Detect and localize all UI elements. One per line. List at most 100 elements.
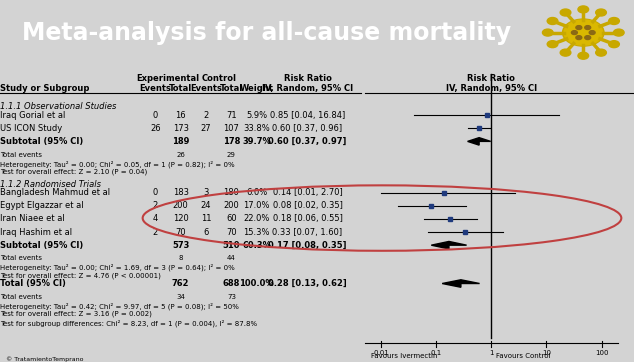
Text: Test for overall effect: Z = 3.16 (P = 0.002): Test for overall effect: Z = 3.16 (P = 0… [0,311,152,317]
Text: 120: 120 [173,215,188,223]
Text: 0.60 [0.37, 0.97]: 0.60 [0.37, 0.97] [268,137,347,146]
Text: 70: 70 [176,228,186,237]
Text: 39.7%: 39.7% [242,137,271,146]
Text: 60: 60 [226,215,236,223]
Polygon shape [431,241,467,249]
Text: Iran Niaee et al: Iran Niaee et al [0,215,65,223]
Text: Iraq Hashim et al: Iraq Hashim et al [0,228,72,237]
Text: Total: Total [169,84,192,93]
Text: 17.0%: 17.0% [243,201,270,210]
Text: Meta-analysis for all-cause mortality: Meta-analysis for all-cause mortality [22,21,511,45]
Text: 70: 70 [226,228,236,237]
Circle shape [585,26,591,29]
Text: 1.1.1 Observational Studies: 1.1.1 Observational Studies [0,102,117,111]
Circle shape [596,49,606,56]
Circle shape [562,19,604,46]
Circle shape [564,20,602,45]
Text: IV, Random, 95% CI: IV, Random, 95% CI [446,84,537,93]
Text: 183: 183 [172,188,189,197]
Text: 44: 44 [227,256,236,261]
Text: Subtotal (95% CI): Subtotal (95% CI) [0,241,83,250]
Text: 34: 34 [176,294,185,300]
Text: Study or Subgroup: Study or Subgroup [0,84,89,93]
Text: Heterogeneity: Tau² = 0.42; Chi² = 9.97, df = 5 (P = 0.08); I² = 50%: Heterogeneity: Tau² = 0.42; Chi² = 9.97,… [0,302,239,310]
Circle shape [560,9,571,16]
Text: Subtotal (95% CI): Subtotal (95% CI) [0,137,83,146]
Text: 173: 173 [172,124,189,133]
Text: Events: Events [190,84,222,93]
Text: 0.18 [0.06, 0.55]: 0.18 [0.06, 0.55] [273,215,342,223]
Text: 0.33 [0.07, 1.60]: 0.33 [0.07, 1.60] [273,228,342,237]
Text: 0.14 [0.01, 2.70]: 0.14 [0.01, 2.70] [273,188,342,197]
Text: 60.3%: 60.3% [242,241,271,250]
Text: 11: 11 [201,215,211,223]
Text: Total events: Total events [0,294,42,300]
Circle shape [571,31,578,34]
Text: 100: 100 [595,350,608,356]
Text: Risk Ratio: Risk Ratio [467,74,515,83]
Text: Favours Ivermectin: Favours Ivermectin [371,353,437,359]
Text: Total events: Total events [0,152,42,158]
Text: 1.1.2 Randomised Trials: 1.1.2 Randomised Trials [0,180,101,189]
Circle shape [547,17,558,25]
Text: Control: Control [201,74,236,83]
Text: 0.60 [0.37, 0.96]: 0.60 [0.37, 0.96] [273,124,342,133]
Text: Test for overall effect: Z = 2.10 (P = 0.04): Test for overall effect: Z = 2.10 (P = 0… [0,168,147,175]
Text: 26: 26 [176,152,185,158]
Text: 10: 10 [542,350,551,356]
Text: 107: 107 [223,124,240,133]
Text: 29: 29 [227,152,236,158]
Text: 0.08 [0.02, 0.35]: 0.08 [0.02, 0.35] [273,201,342,210]
Text: 6.0%: 6.0% [246,188,268,197]
Circle shape [609,17,619,25]
Text: IV, Random, 95% CI: IV, Random, 95% CI [262,84,353,93]
Text: Total: Total [220,84,243,93]
Text: 15.3%: 15.3% [243,228,270,237]
Circle shape [576,26,582,29]
Text: 2: 2 [153,228,158,237]
Text: 5.9%: 5.9% [246,111,268,120]
Text: Bangladesh Mahmud et al: Bangladesh Mahmud et al [0,188,110,197]
Text: Risk Ratio: Risk Ratio [283,74,332,83]
Text: © TratamientoTemprano: © TratamientoTemprano [6,356,84,362]
Circle shape [560,49,571,56]
Text: 510: 510 [223,241,240,250]
Text: 0.28 [0.13, 0.62]: 0.28 [0.13, 0.62] [268,279,347,288]
Text: 0: 0 [153,188,158,197]
Circle shape [614,29,624,36]
Circle shape [578,6,588,13]
Text: Total events: Total events [0,256,42,261]
Text: 16: 16 [176,111,186,120]
Polygon shape [442,280,479,287]
Circle shape [585,36,591,39]
Text: Events: Events [139,84,171,93]
Circle shape [596,9,606,16]
Text: 0.1: 0.1 [430,350,442,356]
Circle shape [609,41,619,48]
Text: 200: 200 [173,201,188,210]
Text: Favours Control: Favours Control [496,353,551,359]
Polygon shape [468,138,491,145]
Circle shape [589,31,595,34]
Text: Test for subgroup differences: Chi² = 8.23, df = 1 (P = 0.004), I² = 87.8%: Test for subgroup differences: Chi² = 8.… [0,319,257,327]
Text: Egypt Elgazzar et al: Egypt Elgazzar et al [0,201,84,210]
Text: Test for overall effect: Z = 4.76 (P < 0.00001): Test for overall effect: Z = 4.76 (P < 0… [0,272,161,279]
Text: 24: 24 [201,201,211,210]
Text: 0: 0 [153,111,158,120]
Text: 71: 71 [226,111,236,120]
Text: 688: 688 [223,279,240,288]
Text: 200: 200 [224,201,239,210]
Text: Iraq Gorial et al: Iraq Gorial et al [0,111,65,120]
Text: 0.17 [0.08, 0.35]: 0.17 [0.08, 0.35] [268,241,347,250]
Text: 2: 2 [153,201,158,210]
Text: 573: 573 [172,241,190,250]
Text: 762: 762 [172,279,190,288]
Circle shape [543,29,553,36]
Text: 33.8%: 33.8% [243,124,270,133]
Text: 178: 178 [223,137,240,146]
Circle shape [578,52,588,59]
Text: Total (95% CI): Total (95% CI) [0,279,66,288]
Text: 3: 3 [204,188,209,197]
Text: Experimental: Experimental [136,74,200,83]
Text: 180: 180 [223,188,240,197]
